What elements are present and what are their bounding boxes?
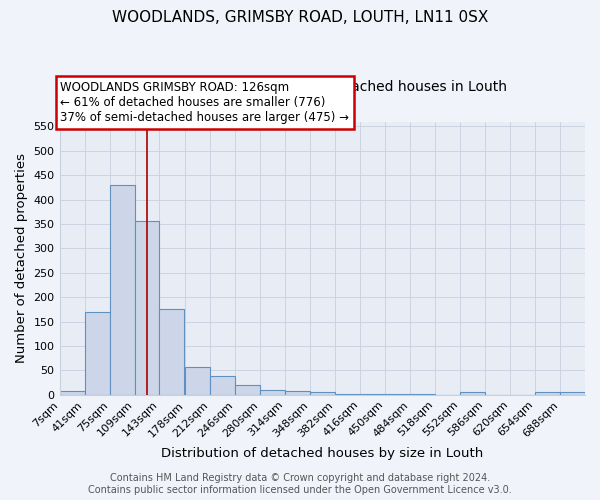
Bar bbox=[260, 390, 285, 395]
Bar bbox=[310, 392, 335, 395]
Text: Contains HM Land Registry data © Crown copyright and database right 2024.
Contai: Contains HM Land Registry data © Crown c… bbox=[88, 474, 512, 495]
Bar bbox=[285, 392, 310, 395]
Bar bbox=[535, 392, 560, 395]
Title: Size of property relative to detached houses in Louth: Size of property relative to detached ho… bbox=[138, 80, 507, 94]
Text: WOODLANDS, GRIMSBY ROAD, LOUTH, LN11 0SX: WOODLANDS, GRIMSBY ROAD, LOUTH, LN11 0SX bbox=[112, 10, 488, 25]
Bar bbox=[185, 368, 210, 395]
Text: WOODLANDS GRIMSBY ROAD: 126sqm
← 61% of detached houses are smaller (776)
37% of: WOODLANDS GRIMSBY ROAD: 126sqm ← 61% of … bbox=[60, 81, 349, 124]
X-axis label: Distribution of detached houses by size in Louth: Distribution of detached houses by size … bbox=[161, 447, 484, 460]
Y-axis label: Number of detached properties: Number of detached properties bbox=[15, 153, 28, 363]
Bar bbox=[210, 376, 235, 395]
Bar bbox=[235, 385, 260, 395]
Bar bbox=[59, 391, 85, 395]
Bar bbox=[460, 392, 485, 395]
Bar bbox=[85, 312, 110, 395]
Bar bbox=[160, 310, 184, 395]
Bar bbox=[560, 392, 585, 395]
Bar bbox=[134, 221, 160, 395]
Bar bbox=[110, 185, 134, 395]
